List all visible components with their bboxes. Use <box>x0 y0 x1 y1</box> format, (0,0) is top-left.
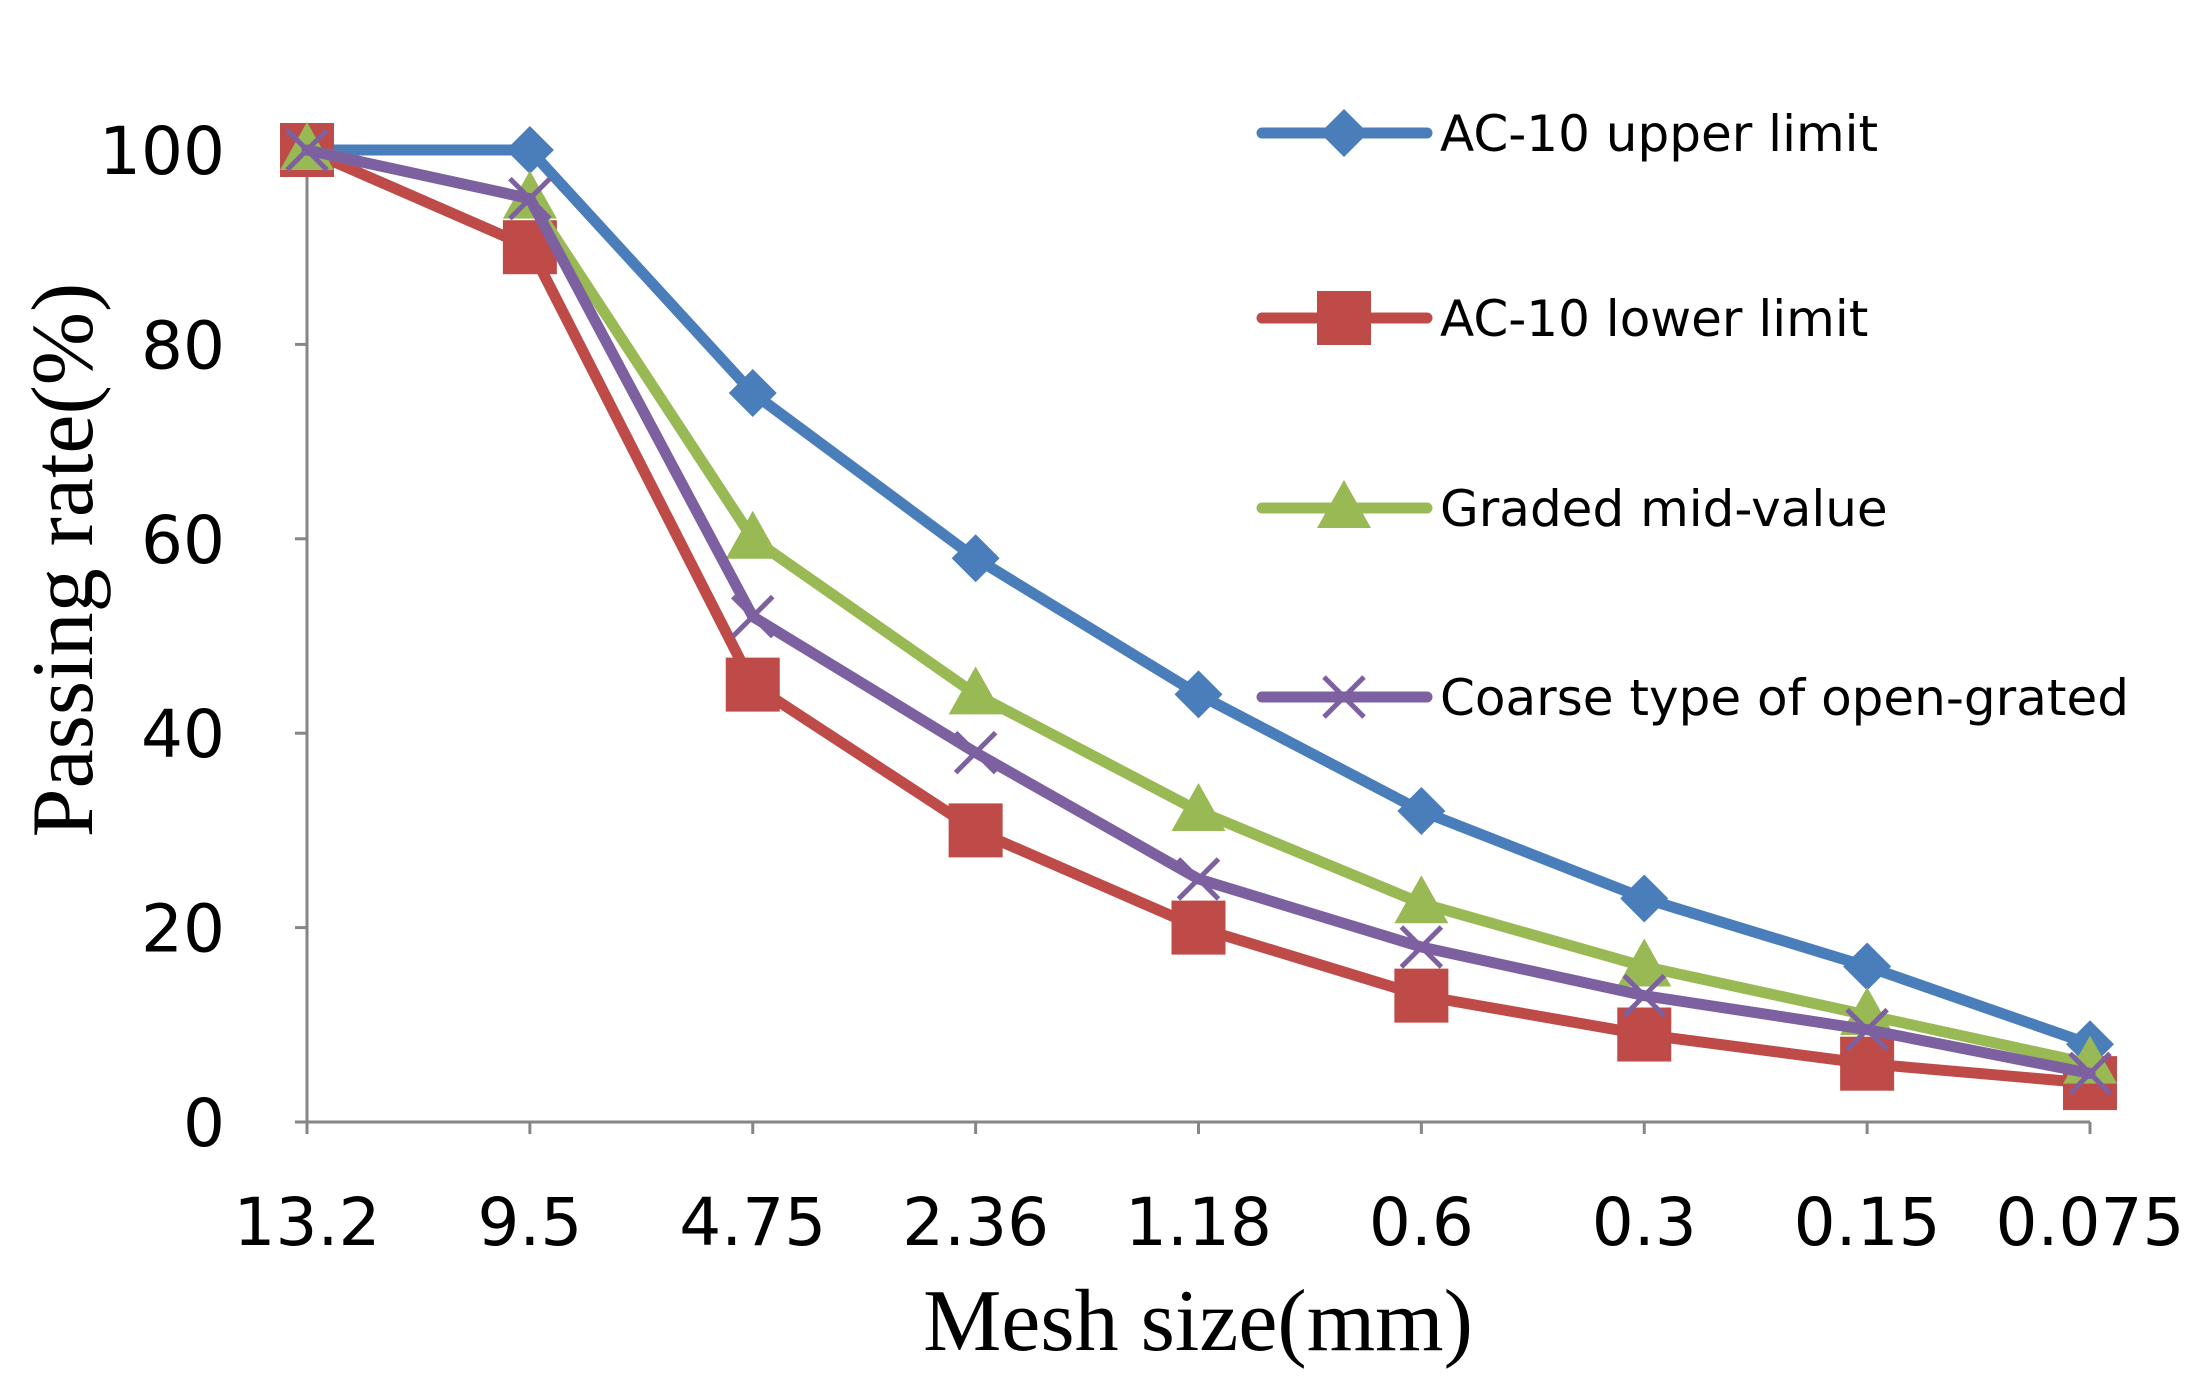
legend-item: AC-10 lower limit <box>1256 290 1868 348</box>
x-tick-label: 0.075 <box>1996 1184 2185 1261</box>
data-point <box>1171 900 1226 955</box>
series-layer <box>280 122 2117 1111</box>
series-4 <box>285 128 2112 1096</box>
data-point <box>2068 1051 2112 1096</box>
x-tick-label: 0.15 <box>1794 1184 1941 1261</box>
series-2 <box>280 123 2117 1111</box>
y-tick-label: 100 <box>99 113 225 190</box>
data-point <box>285 128 329 172</box>
data-point <box>1397 786 1446 835</box>
data-point <box>730 594 775 639</box>
y-ticks: 0 20 40 60 80 100 <box>99 113 307 1162</box>
data-point <box>1617 938 1672 987</box>
data-point <box>951 534 1000 583</box>
data-point <box>1171 782 1226 831</box>
legend-item: AC-10 upper limit <box>1256 105 1878 163</box>
y-tick-label: 20 <box>141 891 225 968</box>
data-point <box>1622 973 1667 1018</box>
data-point <box>1845 1007 1889 1052</box>
x-tick-label: 13.2 <box>234 1184 381 1261</box>
x-tick-label: 4.75 <box>679 1184 826 1261</box>
legend-label: Graded mid-value <box>1440 480 1888 538</box>
legend-label: Coarse type of open-grated <box>1440 669 2129 727</box>
data-point <box>728 369 777 417</box>
legend-label: AC-10 upper limit <box>1440 105 1878 163</box>
series-1 <box>283 126 2114 1069</box>
data-point <box>725 657 780 712</box>
legend-label: AC-10 lower limit <box>1440 290 1868 348</box>
x-axis-title: Mesh size(mm) <box>923 1273 1473 1370</box>
y-tick-label: 60 <box>141 502 225 579</box>
x-tick-label: 9.5 <box>477 1184 582 1261</box>
data-point <box>948 666 1003 715</box>
x-tick-label: 0.3 <box>1592 1184 1697 1261</box>
data-point <box>1399 925 1444 969</box>
x-tick-label: 0.6 <box>1369 1184 1474 1261</box>
legend-marker <box>1317 291 1371 345</box>
y-tick-label: 40 <box>141 696 225 773</box>
legend-marker <box>1317 480 1371 528</box>
data-point <box>1620 874 1669 923</box>
legend-item: Graded mid-value <box>1256 480 1888 538</box>
data-point <box>1394 875 1449 924</box>
legend: AC-10 upper limit AC-10 lower limit Graded… <box>1256 105 2129 727</box>
data-point <box>948 803 1003 858</box>
x-tick-label: 2.36 <box>902 1184 1049 1261</box>
data-point <box>1840 1036 1895 1091</box>
x-ticks: 13.2 9.5 4.75 2.36 1.18 0.6 0.3 0.15 0.075 <box>234 1122 2185 1261</box>
data-point <box>508 176 552 221</box>
legend-item: Coarse type of open-grated <box>1256 669 2129 727</box>
x-tick-label: 1.18 <box>1125 1184 1272 1261</box>
data-point <box>1843 942 1892 991</box>
data-point <box>725 510 780 559</box>
legend-marker <box>1322 675 1366 719</box>
data-point <box>953 730 998 775</box>
y-tick-label: 80 <box>141 307 225 384</box>
data-point <box>1394 968 1449 1023</box>
y-tick-label: 0 <box>183 1085 225 1162</box>
y-axis-title: Passing rate(%) <box>15 283 112 838</box>
data-point <box>505 126 554 174</box>
data-point <box>1174 670 1223 719</box>
legend-marker <box>1320 109 1368 157</box>
data-point <box>1176 857 1221 901</box>
